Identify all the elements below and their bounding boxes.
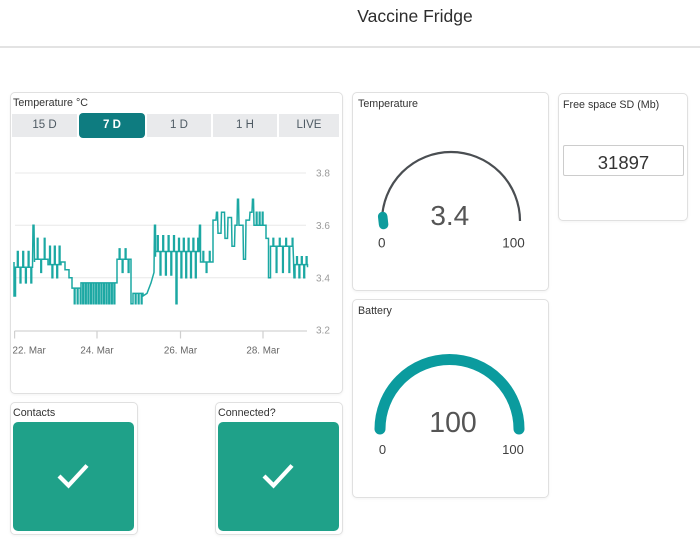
svg-text:3.4: 3.4	[316, 273, 330, 284]
svg-text:3.2: 3.2	[316, 326, 330, 337]
svg-text:3.8: 3.8	[316, 169, 330, 180]
svg-text:28. Mar: 28. Mar	[246, 346, 280, 357]
svg-text:100: 100	[429, 407, 477, 439]
svg-text:24. Mar: 24. Mar	[80, 346, 114, 357]
svg-text:22. Mar: 22. Mar	[13, 346, 47, 357]
svg-text:3.4: 3.4	[430, 200, 469, 231]
svg-text:100: 100	[502, 442, 524, 457]
svg-text:3.6: 3.6	[316, 221, 330, 232]
svg-text:0: 0	[378, 236, 386, 251]
svg-text:0: 0	[379, 442, 386, 457]
svg-text:100: 100	[502, 236, 525, 251]
svg-text:26. Mar: 26. Mar	[164, 346, 198, 357]
